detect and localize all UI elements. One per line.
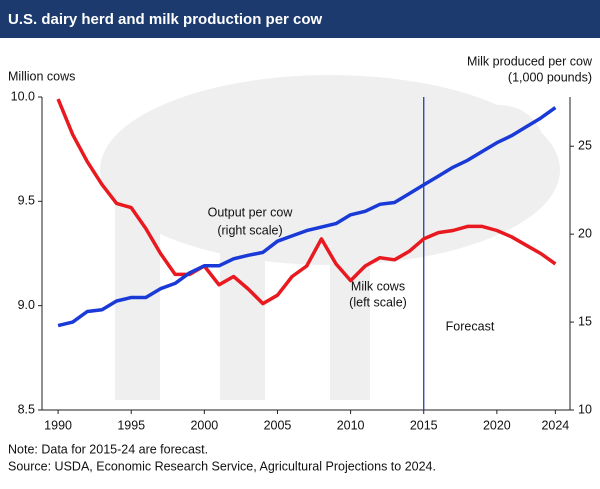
annotation: Output per cow	[208, 205, 294, 219]
x-tick-label: 2000	[190, 418, 218, 432]
y2-tick-label: 20	[578, 226, 592, 240]
x-tick-label: 1995	[117, 418, 145, 432]
x-tick-label: 2024	[541, 418, 569, 432]
x-tick-label: 2020	[483, 418, 511, 432]
chart-title: U.S. dairy herd and milk production per …	[8, 11, 323, 28]
y-tick-label: 8.5	[18, 402, 35, 416]
y2-tick-label: 25	[578, 139, 592, 153]
series-line	[56, 98, 557, 306]
y2-axis-title: Milk produced per cow	[467, 54, 593, 68]
x-tick-label: 1990	[44, 418, 72, 432]
y2-axis-title: (1,000 pounds)	[508, 70, 592, 84]
cow-background	[100, 75, 560, 400]
source: Source: USDA, Economic Research Service,…	[8, 459, 436, 473]
annotation: (right scale)	[217, 223, 282, 237]
y2-tick-label: 10	[578, 402, 592, 416]
y-tick-label: 9.5	[18, 194, 35, 208]
annotation: Forecast	[446, 319, 495, 333]
annotation: Milk cows	[351, 279, 405, 293]
title-bar	[0, 0, 600, 38]
y2-tick-label: 15	[578, 314, 592, 328]
note: Note: Data for 2015-24 are forecast.	[8, 442, 208, 456]
y-axis-title: Million cows	[8, 69, 75, 83]
series-line	[57, 106, 557, 328]
annotation: (left scale)	[349, 295, 407, 309]
x-tick-label: 2005	[264, 418, 292, 432]
y-tick-label: 10.0	[11, 89, 35, 103]
y-tick-label: 9.0	[18, 298, 35, 312]
x-tick-label: 2015	[410, 418, 438, 432]
x-tick-label: 2010	[337, 418, 365, 432]
